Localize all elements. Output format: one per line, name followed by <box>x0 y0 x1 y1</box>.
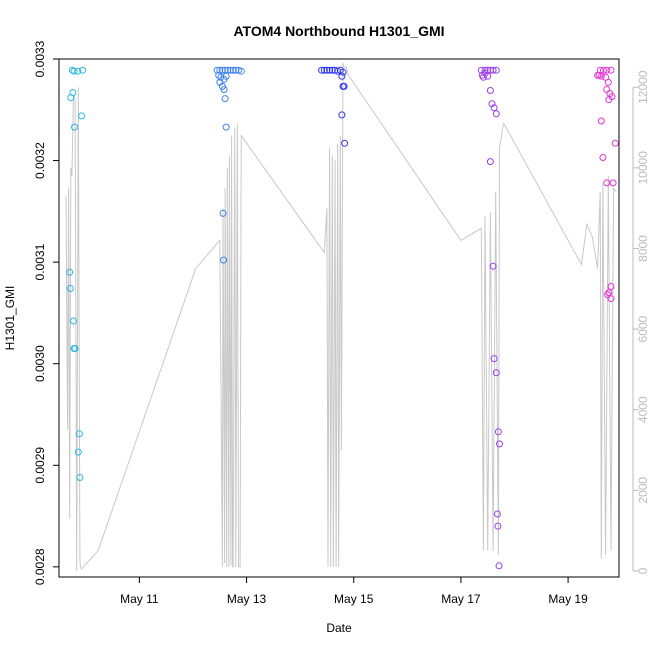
x-tick-label: May 15 <box>334 592 374 606</box>
x-axis: May 11 May 13 May 15 May 17 May 19 <box>120 577 588 606</box>
secondary-tick-label: 6000 <box>636 315 650 342</box>
data-point-group-5 <box>603 86 611 93</box>
data-point-group-1 <box>66 268 74 276</box>
data-point-group-1 <box>75 430 83 438</box>
data-point-group-5 <box>599 154 607 161</box>
data-point-group-2 <box>237 67 245 75</box>
data-point-group-4 <box>486 158 494 166</box>
data-point-group-2 <box>229 66 237 74</box>
data-point-group-4 <box>494 522 502 530</box>
x-tick-label: May 11 <box>120 592 159 606</box>
secondary-tick-label: 8000 <box>636 235 650 262</box>
data-point-group-1 <box>70 317 77 325</box>
data-point-group-4 <box>490 355 498 363</box>
data-point-group-5 <box>600 66 607 74</box>
data-point-group-5 <box>607 66 615 74</box>
data-point-group-4 <box>492 369 500 377</box>
data-point-group-5 <box>611 139 619 147</box>
y-tick-label: 0.0031 <box>33 243 47 280</box>
data-point-group-1 <box>71 345 79 352</box>
x-tick-label: May 17 <box>441 592 481 606</box>
data-point-group-2 <box>222 72 230 80</box>
x-tick-label: May 13 <box>227 592 267 606</box>
x-tick-label: May 19 <box>548 592 588 606</box>
data-point-group-5 <box>609 179 617 187</box>
data-point-group-4 <box>489 262 497 270</box>
data-point-group-4 <box>489 66 497 74</box>
secondary-tick-label: 10000 <box>636 151 650 185</box>
data-point-group-1 <box>66 285 74 292</box>
data-point-group-1 <box>70 67 78 75</box>
data-point-group-4 <box>493 510 501 518</box>
data-point-group-4 <box>496 440 503 448</box>
data-point-group-5 <box>607 283 615 290</box>
altitude-trace-line <box>65 62 617 572</box>
data-point-group-5 <box>597 117 605 125</box>
secondary-tick-label: 12000 <box>636 70 650 104</box>
data-point-group-3 <box>341 139 349 147</box>
altitude-trace-layer <box>65 62 617 572</box>
data-point-group-2 <box>215 71 223 79</box>
x-axis-label: Date <box>326 621 352 635</box>
data-point-group-4 <box>494 428 502 436</box>
data-point-group-2 <box>220 256 227 264</box>
data-point-group-3 <box>338 111 346 119</box>
data-point-group-2 <box>227 66 234 74</box>
data-point-group-4 <box>490 104 498 112</box>
data-point-group-1 <box>76 474 84 481</box>
data-point-group-5 <box>604 291 612 299</box>
data-point-group-3 <box>339 82 347 90</box>
secondary-tick-label: 2000 <box>636 477 650 504</box>
data-point-group-3 <box>339 68 347 76</box>
data-point-group-3 <box>318 66 326 74</box>
data-point-group-3 <box>320 66 328 74</box>
data-point-group-1 <box>79 66 87 74</box>
data-point-group-4 <box>488 100 496 108</box>
data-point-group-4 <box>486 87 494 94</box>
y-axis-label: H1301_GMI <box>3 286 17 351</box>
data-point-group-1 <box>69 89 77 96</box>
data-point-group-3 <box>323 66 331 74</box>
data-point-group-4 <box>479 73 487 81</box>
secondary-y-axis: 0 2000 4000 6000 8000 10000 12000 <box>632 70 650 574</box>
data-point-group-5 <box>603 66 611 74</box>
secondary-tick-label: 4000 <box>636 396 650 423</box>
data-point-group-2 <box>222 123 230 131</box>
data-point-group-1 <box>71 123 78 131</box>
data-point-group-3 <box>326 66 334 74</box>
data-point-group-1 <box>78 112 85 120</box>
data-point-group-5 <box>605 96 613 104</box>
data-point-group-4 <box>495 562 503 570</box>
secondary-tick-label: 0 <box>636 567 650 574</box>
data-point-group-2 <box>219 209 227 217</box>
y-tick-label: 0.0028 <box>33 548 47 585</box>
y-tick-label: 0.0030 <box>33 345 47 382</box>
data-point-group-2 <box>220 86 228 93</box>
data-point-group-2 <box>221 95 229 103</box>
data-point-group-5 <box>604 78 612 86</box>
y-tick-label: 0.0033 <box>33 40 47 77</box>
data-point-group-4 <box>484 72 492 80</box>
y-tick-label: 0.0032 <box>33 142 47 179</box>
data-point-group-1 <box>74 67 82 75</box>
data-point-group-4 <box>492 66 500 74</box>
data-point-group-2 <box>218 66 226 74</box>
y-tick-label: 0.0029 <box>33 447 47 484</box>
data-points-layer <box>66 66 619 570</box>
y-axis: 0.0028 0.0029 0.0030 0.0031 0.0032 0.0033 <box>33 40 59 585</box>
data-point-group-1 <box>74 448 82 456</box>
data-point-group-2 <box>216 66 224 74</box>
plot-frame <box>58 58 620 578</box>
data-point-group-5 <box>597 72 605 80</box>
chart-title: ATOM4 Northbound H1301_GMI <box>233 23 444 39</box>
data-point-group-3 <box>338 72 346 80</box>
data-point-group-4 <box>492 110 500 118</box>
